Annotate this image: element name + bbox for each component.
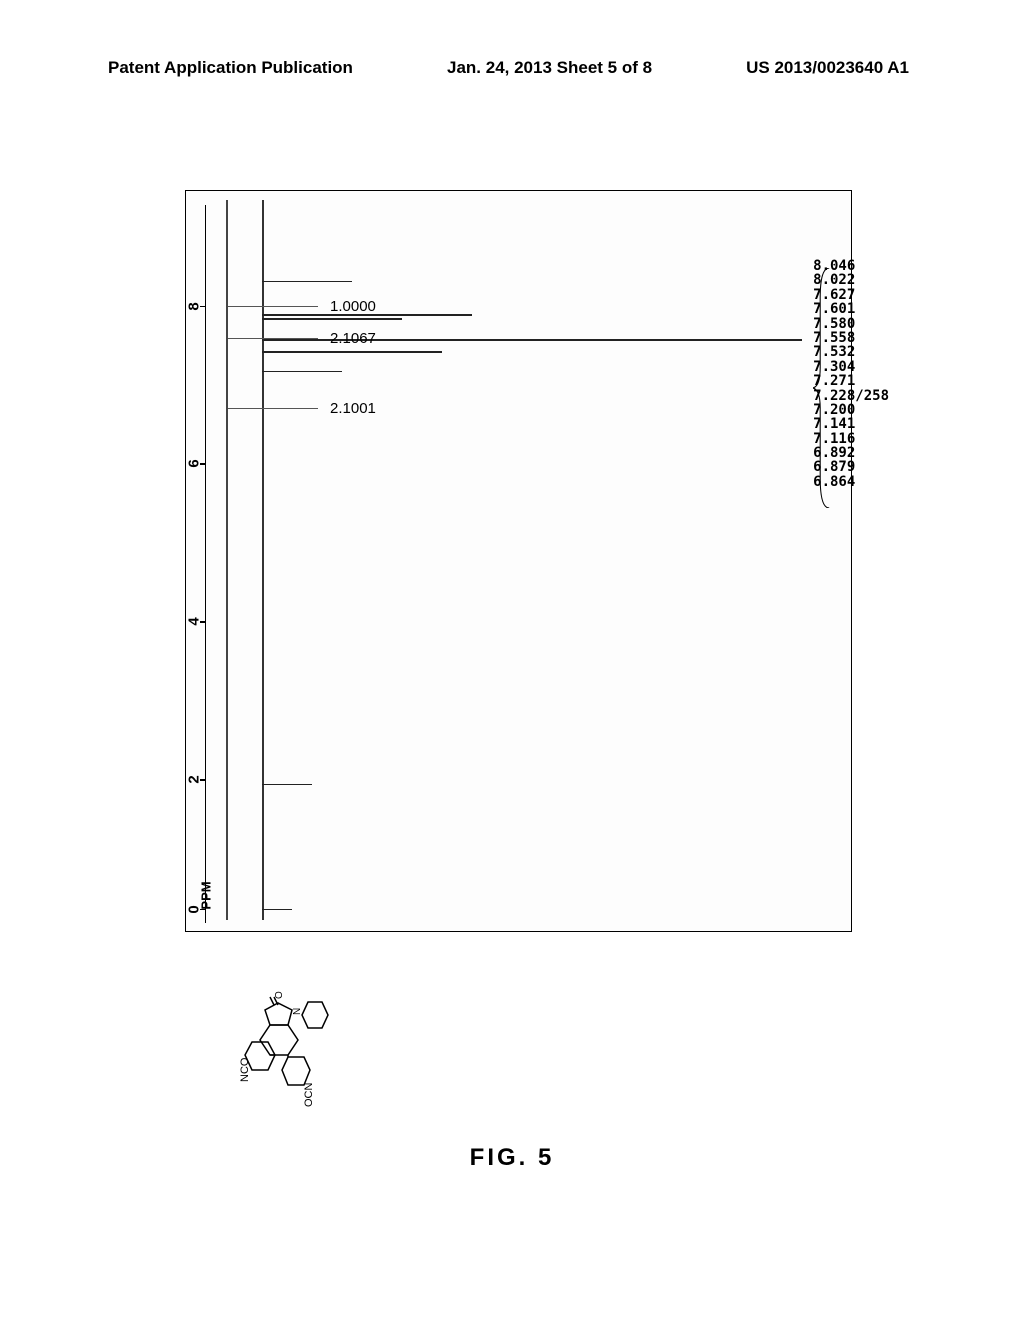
axis-tick-label: 4 [186, 618, 203, 626]
integral-value: 1.0000 [330, 298, 376, 315]
header-right: US 2013/0023640 A1 [746, 58, 909, 78]
figure-label: FIG. 5 [0, 1144, 1024, 1172]
spectrum-baseline [262, 200, 264, 920]
svg-text:N: N [292, 1008, 303, 1015]
axis-tick-label: 6 [186, 460, 203, 468]
axis-tick-label: 8 [186, 302, 203, 310]
peak-brace-icon [813, 268, 831, 508]
axis-tick-label: 2 [186, 776, 203, 784]
integral-step [228, 408, 318, 409]
header-left: Patent Application Publication [108, 58, 353, 78]
spectrum-peak [262, 909, 292, 911]
integral-step [228, 306, 318, 307]
integral-trace [226, 200, 228, 920]
nmr-chart-frame [185, 190, 852, 932]
molecule-group-ocn: OCN [303, 1083, 315, 1108]
header-center: Jan. 24, 2013 Sheet 5 of 8 [447, 58, 652, 78]
axis-tick-label: 0 [186, 905, 203, 913]
ppm-axis [205, 205, 226, 923]
spectrum-peak [262, 784, 312, 786]
integral-value: 2.1001 [330, 400, 376, 417]
spectrum-peak [262, 371, 342, 373]
integral-step [228, 338, 318, 339]
spectrum-peak [262, 281, 352, 283]
spectrum-peak [262, 318, 402, 320]
molecule-structure: O N NCO OCN [170, 965, 390, 1125]
molecule-group-nco: NCO [239, 1057, 251, 1082]
svg-text:O: O [274, 991, 285, 999]
integral-value: 2.1067 [330, 330, 376, 347]
spectrum-peak [262, 351, 442, 353]
